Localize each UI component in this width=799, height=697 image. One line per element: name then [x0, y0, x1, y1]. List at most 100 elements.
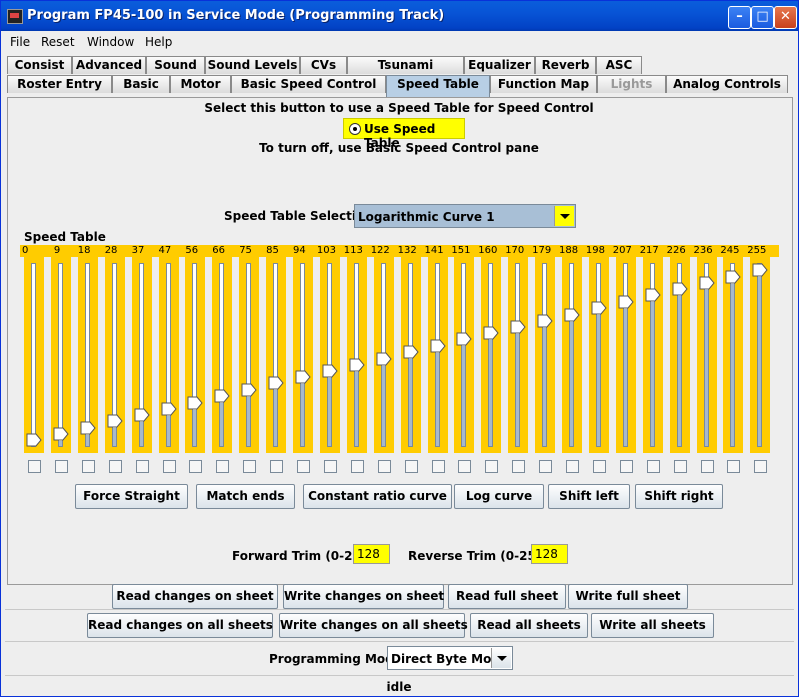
slider-thumb-icon[interactable] — [483, 326, 499, 340]
slider-thumb-icon[interactable] — [134, 408, 150, 422]
write-full-sheet-button[interactable]: Write full sheet — [568, 584, 688, 609]
slider-thumb-icon[interactable] — [53, 427, 69, 441]
speed-step-checkbox[interactable] — [350, 460, 364, 473]
speed-step-checkbox[interactable] — [566, 460, 579, 473]
speed-step-slider[interactable] — [373, 257, 394, 453]
speed-step-slider[interactable] — [50, 257, 71, 453]
slider-thumb-icon[interactable] — [26, 433, 42, 447]
tab-equalizer[interactable]: Equalizer — [464, 56, 535, 74]
slider-thumb-icon[interactable] — [349, 358, 365, 372]
slider-thumb-icon[interactable] — [214, 389, 230, 403]
tab-advanced[interactable]: Advanced — [72, 56, 146, 74]
speed-step-checkbox[interactable] — [216, 460, 230, 473]
slider-thumb-icon[interactable] — [403, 345, 419, 359]
tab-sound-levels[interactable]: Sound Levels — [205, 56, 300, 74]
speed-step-checkbox[interactable] — [135, 460, 149, 473]
force-straight-button[interactable]: Force Straight — [75, 484, 188, 509]
speed-step-slider[interactable] — [750, 257, 771, 453]
slider-thumb-icon[interactable] — [699, 276, 715, 290]
read-changes-on-sheet-button[interactable]: Read changes on sheet — [112, 584, 278, 609]
slider-thumb-icon[interactable] — [725, 270, 742, 284]
speed-step-checkbox[interactable] — [754, 460, 768, 473]
speed-step-checkbox[interactable] — [673, 460, 687, 473]
shift-right-button[interactable]: Shift right — [635, 484, 723, 509]
slider-thumb-icon[interactable] — [430, 339, 446, 353]
speed-step-slider[interactable] — [158, 257, 179, 453]
write-changes-on-all-sheets-button[interactable]: Write changes on all sheets — [279, 613, 468, 638]
speed-step-checkbox[interactable] — [162, 460, 176, 473]
read-changes-on-all-sheets-button[interactable]: Read changes on all sheets — [87, 613, 273, 638]
speed-step-checkbox[interactable] — [270, 460, 284, 473]
slider-thumb-icon[interactable] — [187, 396, 204, 410]
log-curve-button[interactable]: Log curve — [454, 484, 544, 509]
speed-step-checkbox[interactable] — [297, 460, 310, 473]
slider-thumb-icon[interactable] — [241, 383, 257, 397]
tab-roster-entry[interactable]: Roster Entry — [7, 75, 112, 93]
speed-step-slider[interactable] — [293, 257, 313, 453]
speed-step-slider[interactable] — [669, 257, 690, 453]
speed-step-slider[interactable] — [508, 257, 529, 453]
slider-thumb-icon[interactable] — [268, 376, 284, 390]
speed-step-checkbox[interactable] — [243, 460, 257, 473]
speed-step-checkbox[interactable] — [404, 460, 418, 473]
speed-step-checkbox[interactable] — [539, 460, 553, 473]
slider-thumb-icon[interactable] — [80, 421, 96, 435]
title-bar[interactable]: Program FP45-100 in Service Mode (Progra… — [1, 1, 798, 31]
speed-step-checkbox[interactable] — [592, 460, 606, 473]
slider-thumb-icon[interactable] — [591, 301, 607, 315]
tab-reverb[interactable]: Reverb — [535, 56, 596, 74]
speed-step-checkbox[interactable] — [512, 460, 526, 473]
tab-consist[interactable]: Consist — [7, 56, 72, 74]
read-full-sheet-button[interactable]: Read full sheet — [448, 584, 566, 609]
speed-step-slider[interactable] — [77, 257, 98, 453]
slider-thumb-icon[interactable] — [376, 352, 392, 366]
speed-step-checkbox[interactable] — [700, 460, 714, 473]
slider-thumb-icon[interactable] — [161, 402, 177, 416]
speed-step-slider[interactable] — [588, 257, 609, 453]
constant-ratio-curve-button[interactable]: Constant ratio curve — [303, 484, 452, 509]
tab-analog-controls[interactable]: Analog Controls — [666, 75, 788, 93]
speed-step-slider[interactable] — [24, 257, 44, 453]
slider-thumb-icon[interactable] — [618, 295, 634, 309]
close-icon[interactable]: ✕ — [774, 6, 797, 29]
reverse-trim-field[interactable]: 128 — [531, 544, 568, 564]
tab-lights[interactable]: Lights — [597, 75, 666, 93]
speed-step-slider[interactable] — [131, 257, 152, 453]
menu-help[interactable]: Help — [145, 35, 173, 49]
speed-step-slider[interactable] — [427, 257, 448, 453]
speed-step-slider[interactable] — [454, 257, 475, 453]
speed-step-slider[interactable] — [696, 257, 717, 453]
speed-table-selection-combo[interactable]: Logarithmic Curve 1 — [354, 204, 576, 228]
speed-step-checkbox[interactable] — [54, 460, 68, 473]
read-all-sheets-button[interactable]: Read all sheets — [470, 613, 588, 638]
slider-thumb-icon[interactable] — [107, 414, 123, 428]
maximize-icon[interactable]: □ — [751, 6, 774, 29]
slider-thumb-icon[interactable] — [322, 364, 338, 378]
tab-cvs[interactable]: CVs — [300, 56, 347, 74]
slider-thumb-icon[interactable] — [752, 263, 768, 277]
tab-function-map[interactable]: Function Map — [490, 75, 597, 93]
speed-step-checkbox[interactable] — [323, 460, 337, 473]
chevron-down-icon[interactable] — [554, 206, 574, 226]
tab-speed-table[interactable]: Speed Table — [386, 75, 490, 97]
tab-motor[interactable]: Motor — [170, 75, 231, 93]
programming-mode-combo[interactable]: Direct Byte Mode — [387, 646, 513, 670]
menu-window[interactable]: Window — [87, 35, 135, 49]
slider-thumb-icon[interactable] — [295, 370, 311, 384]
speed-step-slider[interactable] — [185, 257, 206, 453]
speed-step-checkbox[interactable] — [485, 460, 499, 473]
speed-step-slider[interactable] — [562, 257, 582, 453]
slider-thumb-icon[interactable] — [564, 308, 580, 322]
speed-step-slider[interactable] — [615, 257, 636, 453]
speed-step-checkbox[interactable] — [646, 460, 660, 473]
speed-step-slider[interactable] — [723, 257, 744, 453]
speed-step-checkbox[interactable] — [619, 460, 633, 473]
tab-asc[interactable]: ASC — [596, 56, 642, 74]
tab-sound[interactable]: Sound — [146, 56, 205, 74]
speed-step-slider[interactable] — [642, 257, 663, 453]
write-changes-on-sheet-button[interactable]: Write changes on sheet — [283, 584, 444, 609]
speed-step-slider[interactable] — [346, 257, 367, 453]
write-all-sheets-button[interactable]: Write all sheets — [591, 613, 714, 638]
slider-thumb-icon[interactable] — [537, 314, 553, 328]
slider-thumb-icon[interactable] — [672, 282, 688, 296]
